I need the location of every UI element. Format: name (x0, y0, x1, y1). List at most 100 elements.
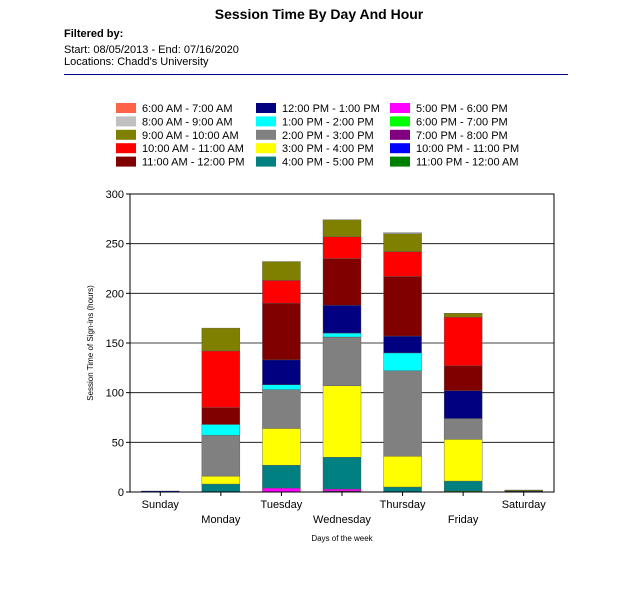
bar-segment (443, 365, 483, 391)
legend-item: 6:00 AM - 7:00 AM (116, 103, 233, 115)
legend-item: 9:00 AM - 10:00 AM (116, 129, 239, 142)
date-range: Start: 08/05/2013 - End: 07/16/2020 (64, 44, 239, 56)
bar-stack-tuesday (262, 261, 301, 493)
legend-item: 1:00 PM - 2:00 PM (256, 116, 374, 128)
bar-stack-wednesday (322, 219, 362, 493)
bar-segment (262, 487, 301, 493)
bar-segment (443, 418, 483, 440)
bar-segment (383, 233, 422, 252)
x-tick-label: Monday (201, 514, 241, 526)
bar-segment (322, 457, 362, 490)
bar-segment (262, 384, 301, 390)
legend-item: 10:00 AM - 11:00 AM (116, 143, 244, 155)
bar-segment (262, 303, 301, 361)
bar-segment (262, 464, 301, 489)
legend-swatch (390, 129, 410, 140)
legend-label: 7:00 PM - 8:00 PM (416, 130, 508, 142)
x-tick-label: Saturday (502, 499, 547, 511)
legend-swatch (256, 129, 276, 140)
y-tick-label: 100 (106, 388, 124, 400)
legend-item: 3:00 PM - 4:00 PM (256, 143, 374, 155)
x-tick-label: Thursday (380, 499, 426, 511)
bar-segment (262, 359, 301, 385)
legend-item: 5:00 PM - 6:00 PM (390, 103, 508, 115)
legend-label: 1:00 PM - 2:00 PM (282, 116, 374, 128)
chart-legend: 6:00 AM - 7:00 AM8:00 AM - 9:00 AM 9:00 A… (116, 103, 519, 169)
legend-label: 11:00 AM - 12:00 PM (142, 157, 245, 169)
bar-segment (383, 456, 422, 488)
header-divider (64, 74, 568, 75)
bar-segment (443, 439, 483, 482)
bar-segment (383, 352, 422, 372)
legend-label: 10:00 AM - 11:00 AM (142, 143, 244, 155)
locations: Locations: Chadd's University (64, 56, 209, 68)
x-tick-label: Tuesday (261, 499, 303, 511)
bar-segment (322, 219, 362, 237)
bar-stack-friday (443, 313, 483, 493)
legend-label: 6:00 PM - 7:00 PM (416, 116, 508, 128)
filter-heading: Filtered by: (64, 28, 124, 40)
bar-segment (504, 489, 543, 492)
bar-segment (443, 316, 483, 367)
x-axis-title: Days of the week (311, 534, 373, 543)
bar-segment (383, 232, 422, 234)
bar-segment (201, 327, 241, 352)
bar-segment (201, 424, 241, 436)
legend-swatch (256, 156, 276, 167)
bar-segment (201, 475, 241, 485)
legend-label: 3:00 PM - 4:00 PM (282, 143, 374, 155)
bar-segment (322, 332, 362, 338)
legend-item: 7:00 PM - 8:00 PM (390, 129, 508, 142)
bar-segment (443, 313, 483, 318)
legend-label: 9:00 AM - 10:00 AM (142, 130, 239, 142)
legend-item: 10:00 PM - 11:00 PM (390, 143, 519, 155)
bar-segment (262, 428, 301, 466)
bar-segment (322, 236, 362, 259)
bar-stack-thursday (383, 232, 422, 493)
legend-swatch (256, 103, 276, 113)
bar-segment (383, 276, 422, 337)
bar-segment (383, 486, 422, 493)
bar-segment (443, 480, 483, 492)
legend-label: 4:00 PM - 5:00 PM (282, 157, 374, 169)
legend-swatch (390, 156, 410, 167)
bar-segment (262, 261, 301, 281)
bar-segment (322, 336, 362, 386)
bar-segment (322, 385, 362, 458)
legend-item: 11:00 PM - 12:00 AM (390, 156, 519, 169)
bar-segment (201, 483, 241, 493)
legend-label: 6:00 AM - 7:00 AM (142, 103, 233, 115)
legend-label: 2:00 PM - 3:00 PM (282, 130, 374, 142)
legend-swatch (390, 143, 410, 154)
legend-label: 8:00 AM - 9:00 AM (142, 116, 233, 128)
legend-swatch (116, 156, 136, 167)
y-tick-label: 200 (106, 288, 124, 300)
legend-swatch (116, 143, 136, 154)
bar-segment (201, 350, 241, 408)
legend-item: 12:00 PM - 1:00 PM (256, 103, 380, 115)
legend-swatch (390, 116, 410, 127)
legend-item: 4:00 PM - 5:00 PM (256, 156, 374, 169)
legend-label: 11:00 PM - 12:00 AM (416, 157, 519, 169)
legend-item: 11:00 AM - 12:00 PM (116, 156, 245, 169)
x-axis: Sunday Monday Tuesday Wednesday Thursday Frid… (142, 492, 547, 526)
bar-segment (322, 258, 362, 306)
x-tick-label: Friday (448, 514, 479, 526)
bar-stack-monday (201, 327, 241, 493)
legend-label: 10:00 PM - 11:00 PM (416, 143, 519, 155)
legend-label: 5:00 PM - 6:00 PM (416, 103, 508, 115)
bar-segment (262, 280, 301, 304)
y-tick-label: 250 (106, 239, 124, 251)
legend-swatch (390, 103, 410, 113)
bar-segment (383, 335, 422, 354)
x-tick-label: Wednesday (313, 514, 371, 526)
x-tick-label: Sunday (142, 499, 180, 511)
bar-segment (262, 389, 301, 429)
bar-segment (322, 305, 362, 334)
bar-segment (201, 407, 241, 425)
bar-segment (201, 435, 241, 477)
legend-swatch (116, 129, 136, 140)
report-title: Session Time By Day And Hour (214, 6, 424, 22)
legend-swatch (256, 143, 276, 154)
filter-block: Filtered by: Start: 08/05/2013 - End: 07… (64, 28, 239, 68)
